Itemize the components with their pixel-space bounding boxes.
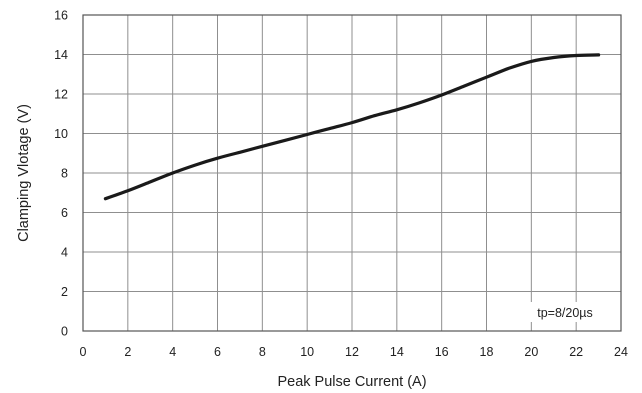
x-tick-label: 12 <box>345 345 359 359</box>
data-point <box>216 156 219 160</box>
data-point <box>530 60 533 63</box>
series-points <box>104 53 600 200</box>
data-point <box>507 67 511 70</box>
y-axis-label: Clamping Vlotage (V) <box>16 104 32 242</box>
data-point <box>261 145 264 148</box>
x-axis-label: Peak Pulse Current (A) <box>277 374 426 390</box>
data-point <box>462 84 466 88</box>
x-tick-label: 24 <box>614 345 628 359</box>
pulse-condition-annotation: tp=8/20µs <box>537 306 593 320</box>
y-axis-ticks: 0 2 4 6 8 10 12 14 16 <box>54 9 68 339</box>
data-point <box>418 101 421 105</box>
data-point <box>126 189 130 192</box>
data-point <box>485 76 488 79</box>
data-point <box>104 197 107 200</box>
x-tick-label: 2 <box>124 345 131 359</box>
y-tick-label: 14 <box>54 48 68 62</box>
x-tick-label: 4 <box>169 345 176 359</box>
data-point <box>574 54 578 57</box>
x-axis-ticks: 0 2 4 6 8 10 12 14 16 18 20 22 24 <box>80 345 628 359</box>
data-point <box>552 56 555 59</box>
x-tick-label: 14 <box>390 345 404 359</box>
x-tick-label: 16 <box>435 345 449 359</box>
x-tick-label: 6 <box>214 345 221 359</box>
data-point <box>597 53 600 57</box>
grid <box>82 14 622 332</box>
x-tick-label: 18 <box>480 345 494 359</box>
data-point <box>283 139 286 142</box>
data-point <box>395 108 399 112</box>
data-point <box>305 133 309 136</box>
data-point <box>149 180 152 184</box>
data-point <box>193 163 197 167</box>
x-tick-label: 8 <box>259 345 266 359</box>
data-point <box>238 151 242 154</box>
data-point <box>171 171 174 175</box>
data-point <box>373 114 376 117</box>
x-tick-label: 22 <box>569 345 583 359</box>
data-point <box>350 121 354 124</box>
x-tick-label: 20 <box>524 345 538 359</box>
y-tick-label: 2 <box>61 285 68 299</box>
x-tick-label: 0 <box>80 345 87 359</box>
annotation-background <box>520 302 610 322</box>
y-tick-label: 6 <box>61 206 68 220</box>
x-tick-label: 10 <box>300 345 314 359</box>
data-point <box>440 93 443 97</box>
y-tick-label: 0 <box>61 325 68 339</box>
y-tick-label: 8 <box>61 167 68 181</box>
data-point <box>328 127 331 130</box>
y-tick-label: 10 <box>54 127 68 141</box>
y-tick-label: 12 <box>54 88 68 102</box>
plot-frame <box>82 14 622 332</box>
y-tick-label: 4 <box>61 246 68 260</box>
y-tick-label: 16 <box>54 9 68 23</box>
